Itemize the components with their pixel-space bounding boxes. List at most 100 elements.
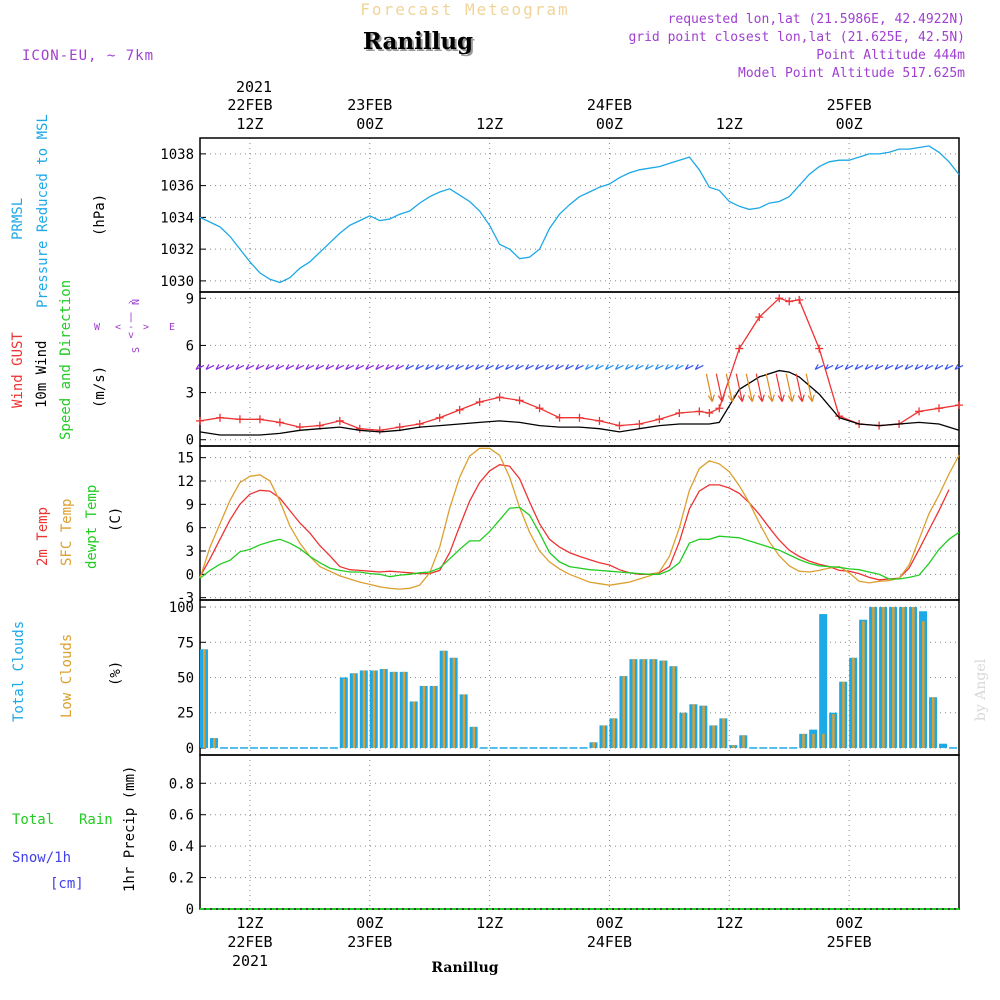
compass-w-arrow: < — [115, 322, 121, 333]
wind-barb-82 — [944, 364, 954, 370]
wind-barb-42 — [545, 364, 554, 370]
gust-marker-26 — [705, 409, 714, 417]
wind-barb-29 — [415, 364, 424, 370]
wind-arrow-62 — [745, 373, 755, 403]
wind-barb-78 — [904, 364, 914, 370]
wind-arrow-63 — [755, 373, 765, 403]
chart-subtitle: Forecast Meteogram — [360, 0, 569, 19]
ytick-precip-1: 0.2 — [169, 871, 194, 887]
gust-marker-38 — [915, 407, 924, 416]
frame-precip — [199, 754, 960, 910]
ytick-temperature-3: 6 — [186, 521, 194, 537]
gust-marker-33 — [815, 344, 824, 353]
panel-temperature: -3 0 3 6 9 12 15 — [177, 445, 960, 607]
wind-barb-18 — [305, 364, 315, 370]
gust-marker-25 — [695, 407, 704, 416]
bottom-year-label: 2021 — [232, 952, 268, 970]
ytick-temperature-6: 15 — [177, 451, 194, 467]
bar-low-clouds-39 — [592, 742, 595, 748]
bar-low-clouds-1 — [212, 738, 216, 748]
top-hour-3: 00Z — [596, 115, 623, 133]
bar-low-clouds-52 — [722, 718, 725, 748]
panels: 1030 1032 1034 1036 1038 0 3 6 9 -3 0 3 6 9 12 15 0 25 50 7… — [160, 137, 964, 918]
wind-arrow-65 — [775, 373, 785, 403]
wind-barb-20 — [325, 364, 335, 370]
wind-barb-57 — [694, 364, 704, 370]
ytick-pressure-0: 1030 — [160, 274, 194, 290]
bottom-date-1: 23FEB — [347, 933, 392, 951]
ytick-wind-2: 6 — [186, 338, 194, 354]
ytick-temperature-4: 9 — [186, 497, 194, 513]
ytick-clouds-1: 25 — [177, 706, 194, 722]
wind-barb-10 — [225, 364, 235, 370]
series-pressure-0 — [199, 145, 960, 284]
wind-arrow-59 — [715, 373, 725, 403]
gridpoint-coords: grid point closest lon,lat (21.625E, 42.… — [628, 30, 965, 45]
clouds-unit: (%) — [108, 661, 124, 686]
bottom-date-2: 24FEB — [587, 933, 632, 951]
gust-marker-24 — [675, 409, 684, 417]
compass-ns-mid: | — [128, 312, 134, 323]
gust-marker-16 — [515, 396, 524, 405]
gust-marker-4 — [275, 418, 284, 427]
gust-marker-1 — [215, 413, 224, 422]
gust-marker-28 — [735, 344, 744, 353]
ytick-clouds-2: 50 — [177, 671, 194, 687]
wind-barb-32 — [445, 364, 454, 370]
wind-barb-52 — [644, 364, 654, 370]
wind-gust-label: Wind GUST — [10, 332, 26, 408]
compass-s-arrow: v — [128, 330, 134, 341]
wind-barb-55 — [674, 364, 684, 370]
bar-low-clouds-43 — [632, 659, 635, 748]
bar-low-clouds-67 — [872, 607, 875, 748]
ytick-clouds-3: 75 — [177, 635, 194, 651]
pressure-label-desc: Pressure Reduced to MSL — [35, 114, 51, 308]
ytick-wind-1: 3 — [186, 386, 194, 402]
pressure-label-prmsl: PRMSL — [10, 198, 26, 240]
wind-barb-30 — [425, 364, 434, 370]
bar-low-clouds-41 — [612, 718, 615, 748]
wind-barb-45 — [574, 364, 584, 370]
ytick-pressure-4: 1038 — [160, 147, 194, 163]
frame-temperature — [199, 445, 960, 601]
ytick-temperature-5: 12 — [177, 474, 194, 490]
wind-barb-48 — [604, 364, 614, 370]
gust-marker-23 — [655, 415, 664, 424]
temp-dewpt-label: dewpt Temp — [84, 485, 100, 569]
bar-low-clouds-73 — [932, 697, 935, 748]
bar-low-clouds-72 — [922, 621, 925, 748]
temp-unit: (C) — [108, 507, 124, 532]
wind-barb-47 — [594, 364, 604, 370]
bottom-hour-3: 00Z — [596, 914, 623, 932]
gust-marker-17 — [535, 404, 544, 413]
bar-low-clouds-45 — [652, 659, 655, 748]
ytick-temperature-0: -3 — [177, 591, 194, 607]
bar-low-clouds-17 — [372, 670, 376, 748]
wind-barb-74 — [864, 364, 874, 370]
ytick-pressure-1: 1032 — [160, 242, 194, 258]
top-date-2: 24FEB — [587, 96, 632, 114]
bar-low-clouds-22 — [422, 685, 426, 748]
top-hour-5: 00Z — [836, 115, 863, 133]
ytick-temperature-1: 0 — [186, 567, 194, 583]
bar-low-clouds-20 — [402, 671, 406, 748]
top-time-axis: 12Z 00Z 12Z 00Z 12Z 00Z 22FEB 23FEB 24FEB 25FEB — [227, 96, 871, 133]
top-year-label: 2021 — [236, 78, 272, 96]
gust-marker-8 — [355, 424, 364, 433]
bar-low-clouds-26 — [462, 694, 466, 748]
bar-low-clouds-40 — [602, 725, 605, 748]
wind-barb-81 — [934, 364, 944, 370]
wind-barb-7 — [195, 364, 205, 370]
wind-barb-9 — [215, 364, 225, 370]
wind-barb-54 — [664, 364, 674, 370]
temp-2m-label: 2m Temp — [35, 507, 51, 566]
bar-low-clouds-68 — [882, 607, 885, 748]
bar-low-clouds-0 — [202, 649, 206, 748]
ytick-wind-0: 0 — [186, 433, 194, 449]
gust-marker-19 — [575, 413, 584, 422]
gust-marker-21 — [615, 421, 624, 430]
wind-barb-23 — [355, 364, 365, 370]
compass-e: E — [169, 322, 175, 333]
frame-pressure — [199, 137, 960, 293]
